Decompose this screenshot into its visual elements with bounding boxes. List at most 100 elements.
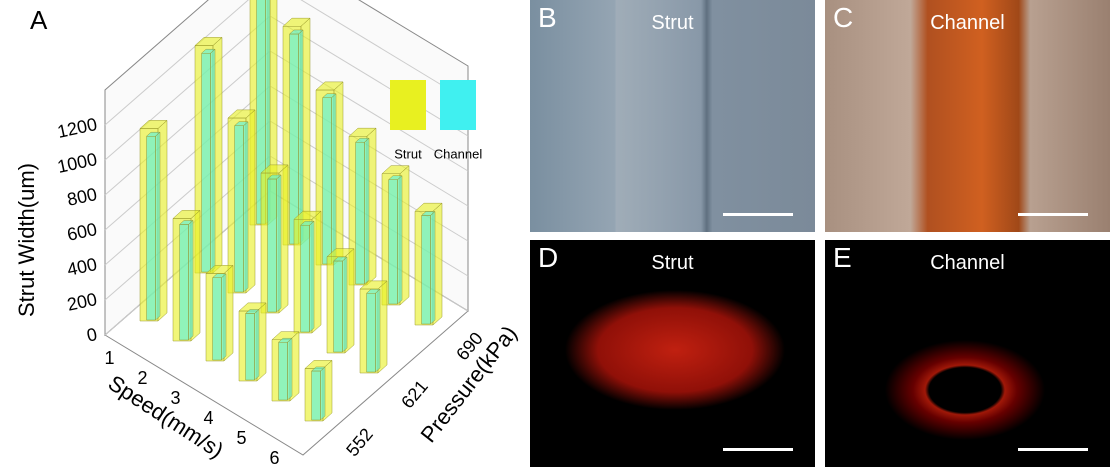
bar-face — [311, 370, 321, 421]
bar-face — [331, 93, 337, 265]
z-tick-label: 0 — [85, 324, 99, 346]
bar — [200, 48, 216, 273]
z-tick-label: 600 — [65, 219, 99, 245]
bar-face — [266, 174, 282, 180]
bar-face — [288, 29, 304, 35]
bar-face — [287, 337, 293, 401]
bar-face — [243, 121, 249, 293]
caption: Channel — [930, 12, 1005, 34]
bar-face — [322, 97, 332, 265]
bar-face — [155, 131, 161, 321]
scale-bar — [723, 448, 793, 451]
bar — [310, 366, 326, 421]
bar-face — [354, 137, 370, 143]
bar-face — [188, 219, 194, 341]
legend-swatch — [440, 80, 476, 130]
caption: Strut — [651, 252, 694, 274]
bar-face — [221, 273, 227, 361]
z-tick-label: 400 — [65, 254, 99, 280]
bar-face — [342, 256, 348, 353]
bar-face — [179, 224, 189, 341]
bar-face — [420, 211, 436, 216]
bar-face — [310, 366, 326, 372]
bar-face — [278, 342, 288, 401]
legend-label: Strut — [394, 146, 422, 161]
bar-face — [234, 125, 244, 293]
bar-face — [397, 175, 403, 305]
x-tick-label: 4 — [203, 408, 213, 428]
y-tick-label: 552 — [342, 424, 377, 460]
bar-face — [289, 33, 299, 245]
x-tick-label: 6 — [269, 448, 279, 467]
bar-face — [178, 220, 194, 225]
bar-face — [421, 215, 431, 325]
bar — [233, 121, 249, 293]
bar-face — [145, 131, 161, 137]
bar — [211, 273, 227, 361]
scale-bar — [723, 213, 793, 216]
bar-face — [430, 210, 436, 325]
grid-line — [104, 0, 469, 126]
x-tick-label: 1 — [104, 348, 114, 368]
bar-face — [227, 109, 256, 119]
legend-swatch — [390, 80, 426, 130]
micrograph: E Channel — [825, 240, 1110, 467]
y-tick-label: 621 — [397, 376, 432, 412]
bar-face — [293, 210, 322, 220]
scale-bar — [1018, 448, 1088, 451]
bar-face — [267, 178, 277, 313]
bar-face — [299, 220, 315, 226]
bar — [277, 337, 293, 401]
bar-face — [364, 137, 370, 285]
bar-face — [333, 260, 343, 353]
micrograph: B Strut — [530, 0, 815, 232]
bar-face — [233, 121, 249, 126]
bar-face — [210, 48, 216, 273]
bar-face — [276, 174, 282, 313]
panel-label: E — [833, 242, 852, 273]
bar-face — [365, 288, 381, 294]
bar-face — [254, 308, 260, 381]
legend-label: Channel — [434, 146, 483, 161]
bar-face — [315, 81, 344, 91]
bar-face — [212, 277, 222, 361]
panel-label: A — [30, 5, 48, 35]
bar — [354, 137, 370, 285]
bar — [244, 308, 260, 381]
bar-face — [201, 53, 211, 273]
x-tick-label: 3 — [170, 388, 180, 408]
caption: Channel — [930, 252, 1005, 274]
micrograph: C Channel — [825, 0, 1110, 232]
bar-face — [277, 337, 293, 343]
z-tick-label: 800 — [65, 184, 99, 210]
x-tick-label: 2 — [137, 368, 147, 388]
bar-face — [146, 136, 156, 321]
bar-face — [282, 17, 311, 27]
bar-face — [172, 210, 201, 219]
bar-face — [381, 165, 410, 174]
bar-face — [300, 225, 310, 333]
scale-bar — [1018, 213, 1088, 216]
bar-face — [211, 273, 227, 278]
micrograph: D Strut — [530, 240, 815, 467]
bar-face — [309, 220, 315, 333]
panel-label: C — [833, 2, 854, 33]
z-tick-label: 1000 — [55, 149, 98, 177]
bar-face — [320, 366, 326, 421]
bar — [266, 174, 282, 313]
bar — [420, 210, 436, 325]
x-tick-label: 5 — [236, 428, 246, 448]
bar-face — [348, 127, 377, 137]
bar-face — [375, 288, 381, 373]
bar — [365, 288, 381, 373]
z-tick-label: 200 — [65, 289, 99, 315]
bar-face — [200, 48, 216, 54]
z-tick-label: 1200 — [55, 114, 98, 142]
panel-label: D — [538, 242, 559, 273]
bar-face — [355, 142, 365, 285]
bar-face — [388, 179, 398, 305]
bar — [145, 131, 161, 321]
bar-face — [139, 120, 168, 129]
bar — [299, 220, 315, 333]
